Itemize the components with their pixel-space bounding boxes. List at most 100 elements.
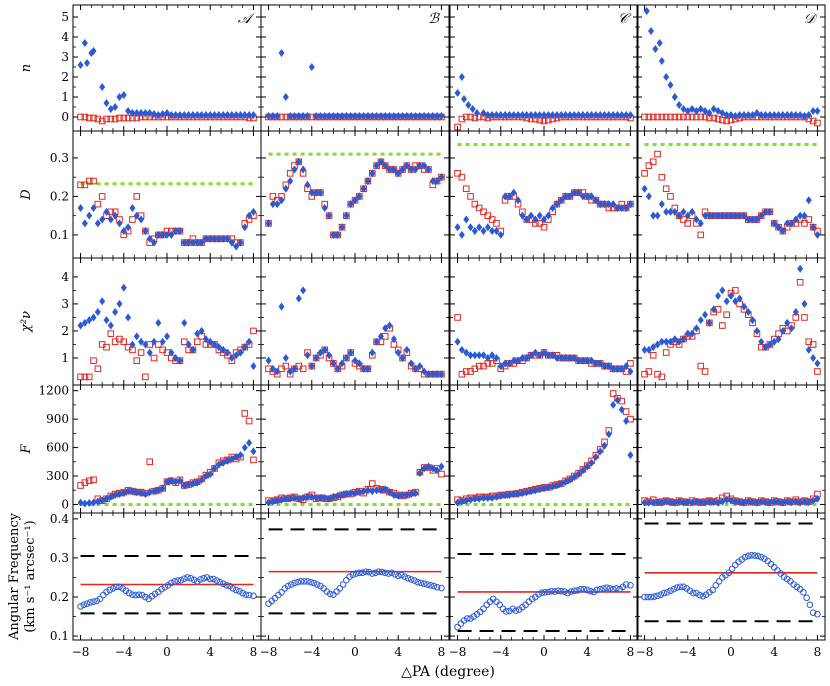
- filled-diamond-point: [373, 112, 380, 120]
- panel-frame: [72, 384, 262, 514]
- open-circle-point: [567, 588, 575, 595]
- filled-diamond-point: [159, 110, 166, 118]
- filled-diamond-point: [519, 211, 526, 220]
- open-circle-point: [129, 591, 136, 598]
- filled-diamond-point: [84, 59, 91, 67]
- filled-diamond-point: [282, 353, 289, 362]
- filled-diamond-point: [506, 359, 513, 368]
- filled-diamond-point: [814, 230, 821, 239]
- open-circle-point: [725, 569, 733, 577]
- filled-diamond-point: [142, 109, 149, 117]
- filled-diamond-point: [99, 297, 106, 306]
- open-square-point: [697, 362, 705, 370]
- filled-diamond-point: [667, 81, 674, 89]
- filled-diamond-point: [308, 492, 315, 501]
- filled-diamond-point: [740, 498, 747, 507]
- filled-diamond-point: [181, 318, 188, 327]
- filled-diamond-point: [237, 238, 244, 247]
- filled-diamond-point: [159, 484, 166, 493]
- plot-area: [77, 410, 257, 508]
- filled-diamond-point: [300, 112, 307, 120]
- open-circle-point: [463, 615, 471, 622]
- filled-diamond-point: [287, 494, 294, 503]
- filled-diamond-point: [395, 348, 402, 357]
- filled-diamond-point: [689, 329, 696, 338]
- filled-diamond-point: [265, 112, 272, 120]
- filled-diamond-point: [434, 466, 441, 475]
- filled-diamond-point: [373, 337, 380, 346]
- filled-diamond-point: [317, 112, 324, 120]
- y-tick-label: 5: [61, 10, 69, 24]
- filled-diamond-point: [575, 470, 582, 479]
- filled-diamond-point: [207, 234, 214, 243]
- filled-diamond-point: [81, 39, 88, 47]
- open-square-point: [714, 115, 722, 123]
- filled-diamond-point: [347, 348, 354, 357]
- filled-diamond-point: [497, 491, 504, 500]
- filled-diamond-point: [278, 196, 285, 205]
- filled-diamond-point: [553, 111, 560, 119]
- filled-diamond-point: [805, 111, 812, 119]
- open-circle-point: [284, 582, 292, 590]
- filled-diamond-point: [788, 498, 795, 507]
- filled-diamond-point: [471, 351, 478, 360]
- filled-diamond-point: [515, 490, 522, 499]
- filled-diamond-point: [575, 111, 582, 119]
- y-tick-label: 0.1: [50, 629, 69, 643]
- filled-diamond-point: [287, 177, 294, 186]
- open-circle-point: [414, 578, 421, 586]
- filled-diamond-point: [81, 318, 88, 327]
- filled-diamond-point: [797, 111, 804, 119]
- filled-diamond-point: [671, 207, 678, 216]
- filled-diamond-point: [317, 188, 324, 197]
- filled-diamond-point: [614, 396, 621, 405]
- filled-diamond-point: [532, 215, 539, 224]
- open-circle-point: [541, 589, 549, 596]
- filled-diamond-point: [304, 492, 311, 501]
- filled-diamond-point: [151, 238, 158, 247]
- filled-diamond-point: [641, 345, 648, 354]
- filled-diamond-point: [523, 111, 530, 119]
- open-square-point: [645, 368, 653, 375]
- filled-diamond-point: [120, 227, 127, 236]
- filled-diamond-point: [176, 227, 183, 236]
- open-circle-point: [670, 585, 678, 593]
- open-square-point: [801, 314, 808, 321]
- filled-diamond-point: [334, 112, 341, 120]
- open-square-point: [90, 114, 97, 122]
- filled-diamond-point: [758, 211, 765, 220]
- open-square-point: [116, 114, 123, 122]
- open-square-point: [658, 113, 666, 121]
- open-circle-point: [213, 577, 221, 584]
- panel-letter: ℬ: [428, 11, 440, 27]
- filled-diamond-point: [658, 200, 665, 209]
- filled-diamond-point: [146, 234, 153, 243]
- filled-diamond-point: [702, 498, 709, 507]
- filled-diamond-point: [369, 169, 376, 178]
- filled-diamond-point: [484, 353, 491, 362]
- open-square-point: [697, 231, 705, 239]
- open-circle-point: [174, 577, 182, 584]
- filled-diamond-point: [467, 495, 474, 504]
- ylabel-chi2: χ²ν: [19, 311, 34, 333]
- x-tick-label: 8: [814, 645, 822, 659]
- filled-diamond-point: [373, 486, 380, 495]
- panel-n-4: 𝒟: [636, 4, 826, 132]
- open-circle-point: [168, 579, 175, 587]
- filled-diamond-point: [364, 112, 371, 120]
- open-square-point: [719, 116, 726, 124]
- filled-diamond-point: [579, 111, 586, 119]
- panel-frame: [260, 130, 450, 259]
- filled-diamond-point: [207, 111, 214, 119]
- filled-diamond-point: [710, 305, 717, 314]
- open-circle-point: [394, 572, 402, 580]
- filled-diamond-point: [497, 362, 504, 371]
- filled-diamond-point: [523, 353, 530, 362]
- filled-diamond-point: [330, 359, 337, 368]
- open-square-point: [667, 113, 674, 121]
- open-square-point: [732, 287, 739, 294]
- filled-diamond-point: [313, 353, 320, 362]
- open-circle-point: [375, 568, 383, 575]
- filled-diamond-point: [536, 211, 543, 220]
